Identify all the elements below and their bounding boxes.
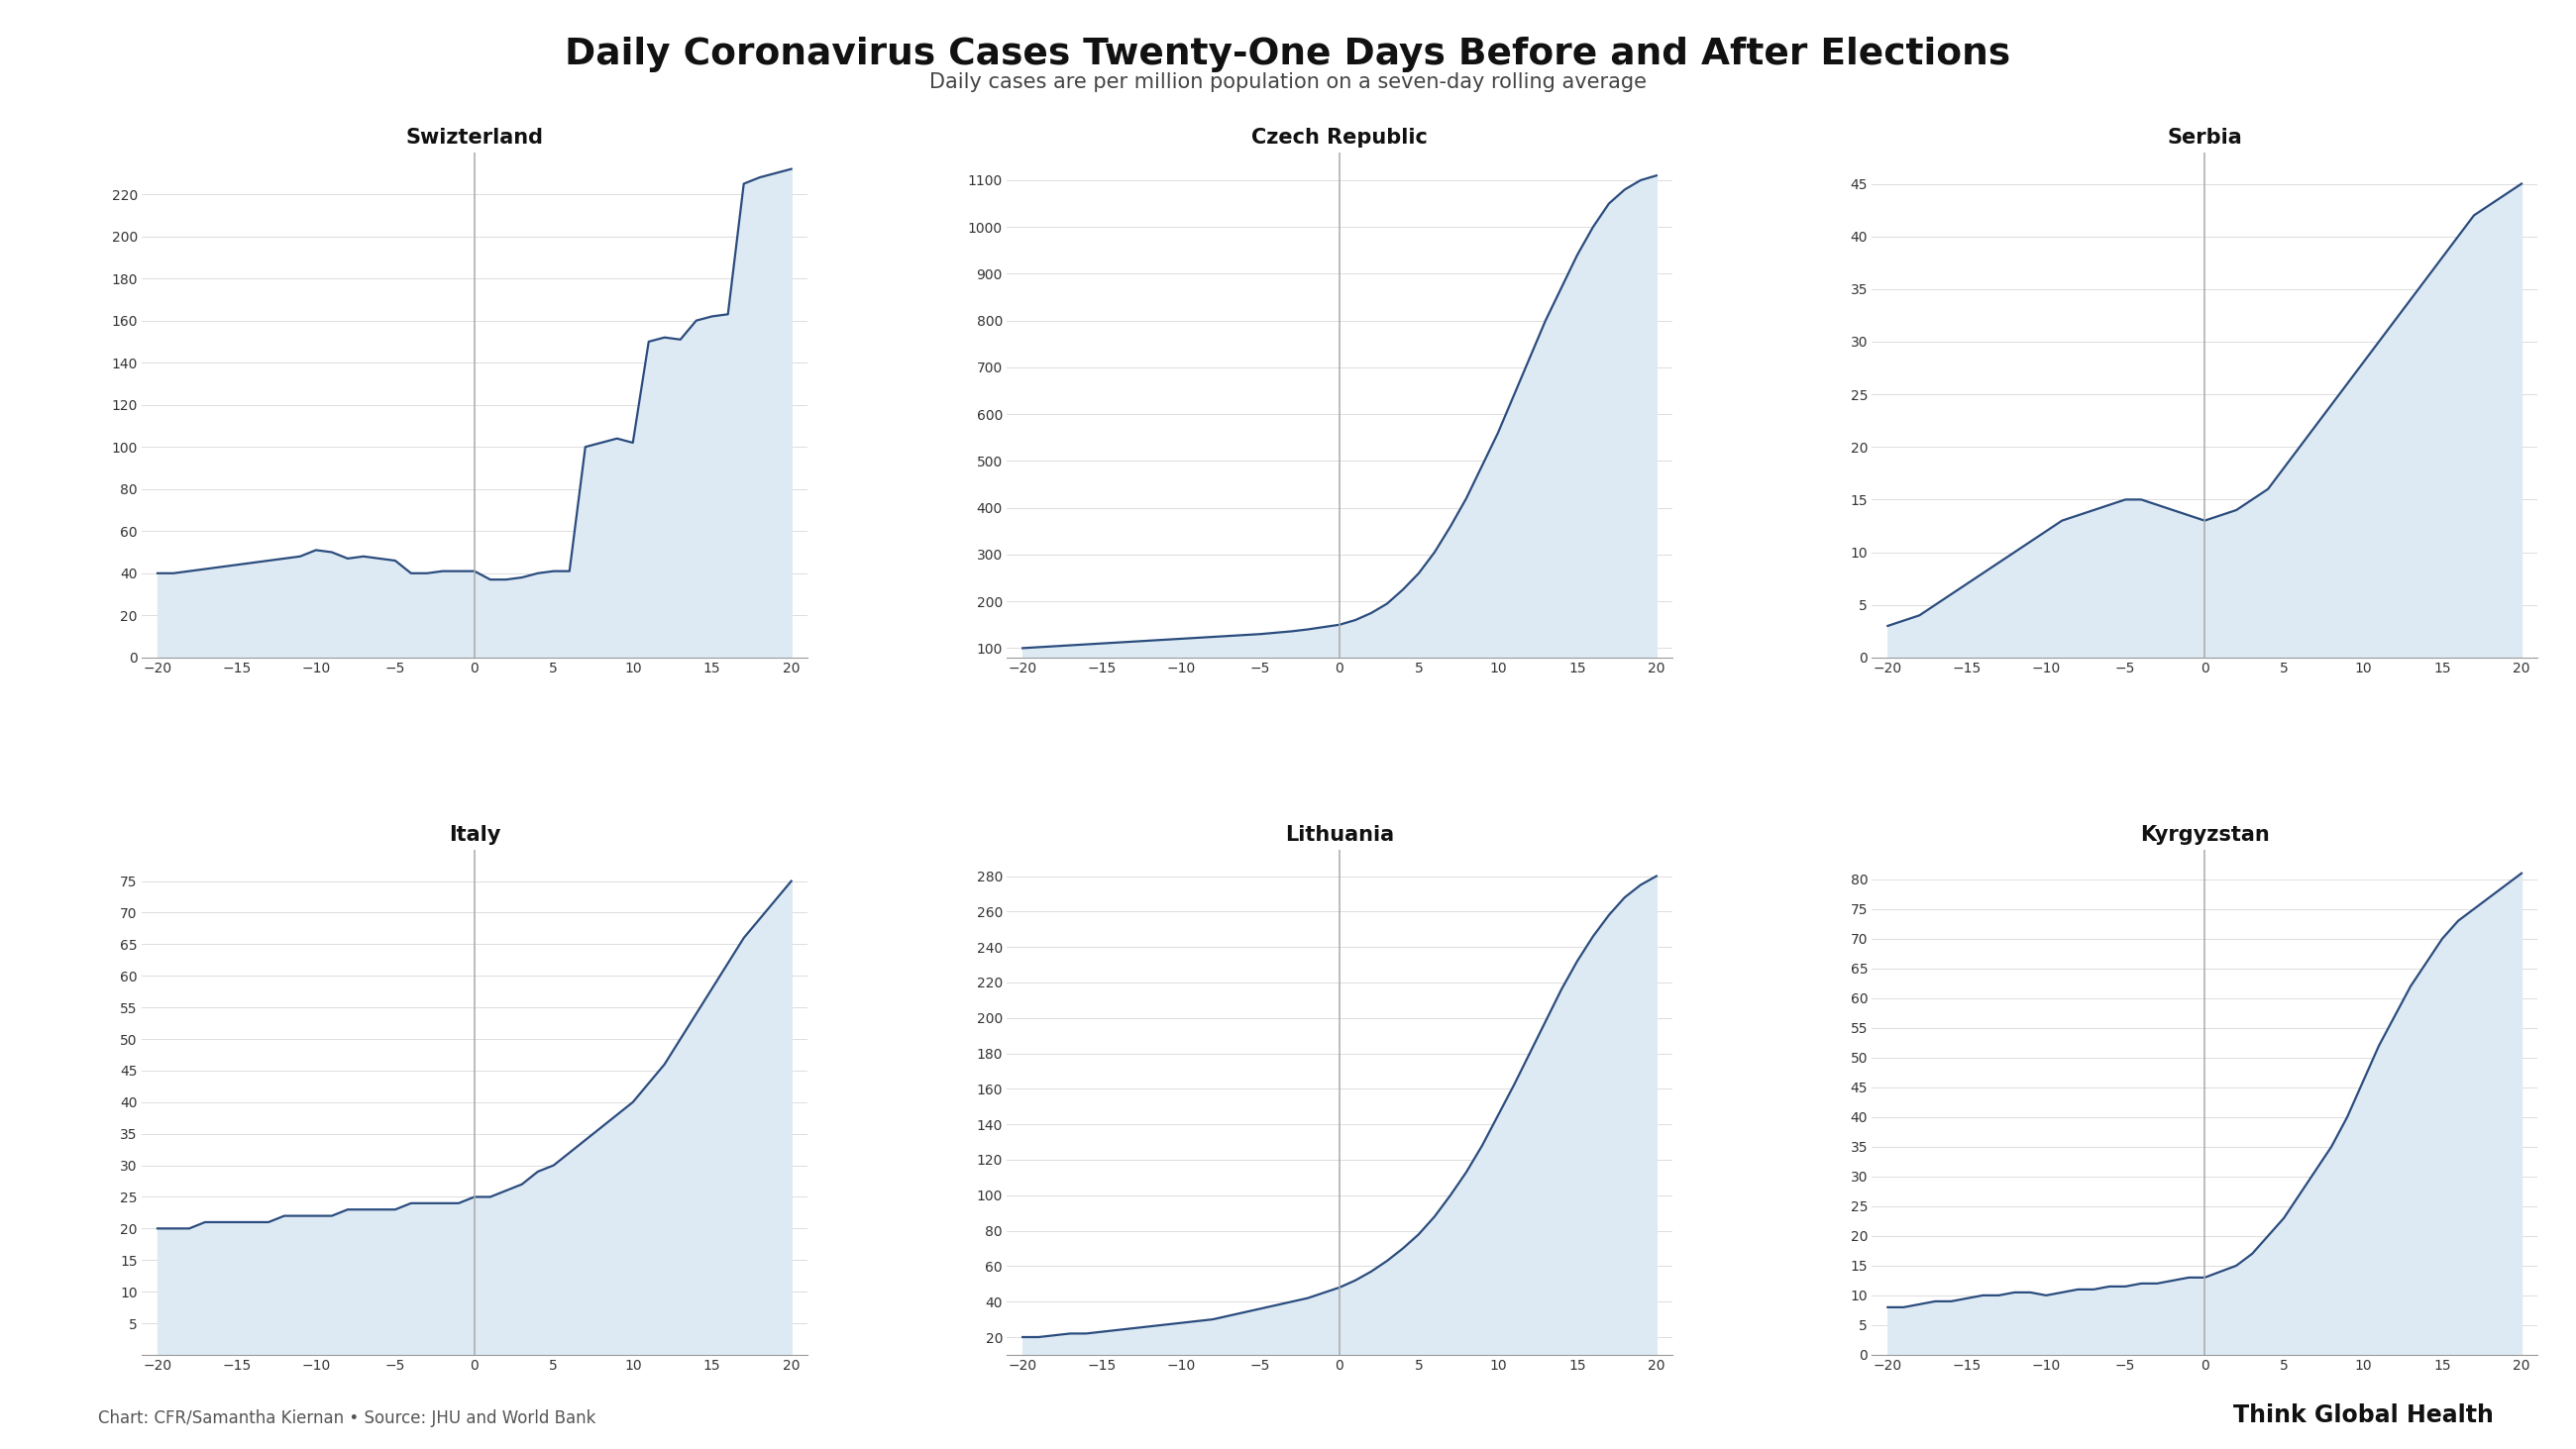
Text: Daily cases are per million population on a seven-day rolling average: Daily cases are per million population o… (930, 72, 1646, 93)
Title: Swizterland: Swizterland (404, 128, 544, 148)
Text: Chart: CFR/Samantha Kiernan • Source: JHU and World Bank: Chart: CFR/Samantha Kiernan • Source: JH… (98, 1410, 595, 1427)
Title: Czech Republic: Czech Republic (1252, 128, 1427, 148)
Text: Think Global Health: Think Global Health (2233, 1404, 2494, 1427)
Title: Italy: Italy (448, 826, 500, 845)
Text: Daily Coronavirus Cases Twenty-One Days Before and After Elections: Daily Coronavirus Cases Twenty-One Days … (564, 36, 2012, 72)
Title: Lithuania: Lithuania (1285, 826, 1394, 845)
Title: Serbia: Serbia (2166, 128, 2241, 148)
Title: Kyrgyzstan: Kyrgyzstan (2141, 826, 2269, 845)
